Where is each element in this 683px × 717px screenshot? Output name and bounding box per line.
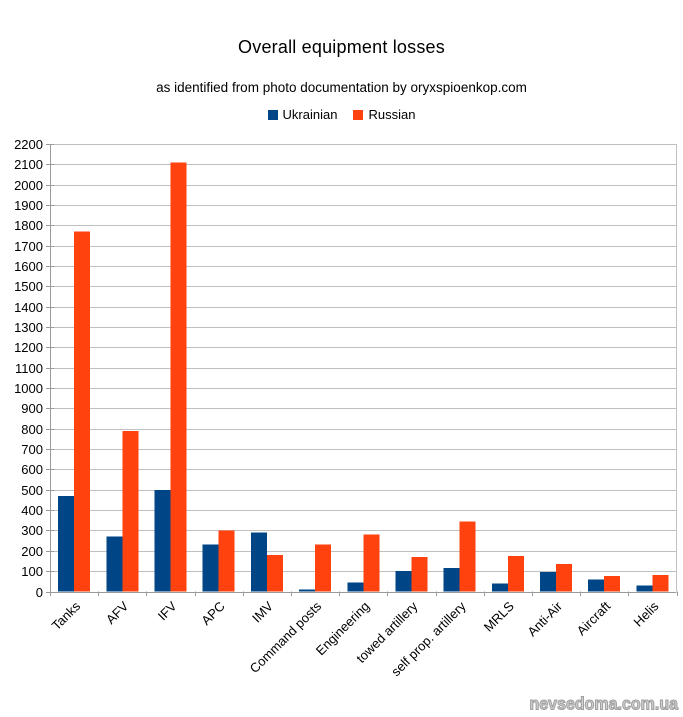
bar-russian-tanks xyxy=(74,231,91,592)
bar-ukrainian-afv xyxy=(106,536,123,592)
y-tick-label: 1900 xyxy=(14,198,43,213)
y-tick-label: 1100 xyxy=(15,361,43,376)
y-tick-label: 700 xyxy=(21,442,43,457)
bar-ukrainian-command-posts xyxy=(299,589,316,592)
bar-ukrainian-imv xyxy=(250,532,267,592)
bar-russian-apc xyxy=(218,530,235,592)
y-tick-label: 1400 xyxy=(14,300,43,315)
y-tick-label: 400 xyxy=(21,503,43,518)
x-axis-label-imv: IMV xyxy=(249,598,276,625)
y-tick-label: 900 xyxy=(21,401,43,416)
bar-russian-self-prop-artillery xyxy=(459,521,476,592)
x-axis-label-ifv: IFV xyxy=(155,598,180,623)
y-tick-label: 2000 xyxy=(14,178,43,193)
y-tick-label: 2200 xyxy=(14,137,43,152)
bar-ukrainian-towed-artillery xyxy=(395,571,412,592)
y-tick-label: 500 xyxy=(21,483,43,498)
bar-ukrainian-self-prop-artillery xyxy=(443,568,460,592)
y-tick-label: 1000 xyxy=(14,381,43,396)
bar-russian-ifv xyxy=(170,162,187,592)
bar-ukrainian-apc xyxy=(202,544,219,592)
chart-title: Overall equipment losses xyxy=(238,37,445,57)
y-tick-label: 1800 xyxy=(14,218,43,233)
legend-label-ukrainian: Ukrainian xyxy=(282,107,338,122)
bar-ukrainian-aircraft xyxy=(588,579,605,592)
y-tick-label: 2100 xyxy=(14,157,43,172)
bar-ukrainian-tanks xyxy=(58,495,75,592)
bar-ukrainian-mrls xyxy=(491,583,508,592)
ukrainian-swatch-icon xyxy=(267,109,278,120)
bar-russian-anti-air xyxy=(556,564,572,592)
y-tick-label: 800 xyxy=(21,422,43,437)
y-tick-label: 1300 xyxy=(14,320,43,335)
bar-ukrainian-helis xyxy=(636,585,653,592)
bar-ukrainian-anti-air xyxy=(540,572,556,592)
bar-russian-engineering xyxy=(363,534,380,592)
legend-item-ukrainian: Ukrainian xyxy=(267,107,338,122)
bar-russian-helis xyxy=(652,575,669,592)
legend-item-russian: Russian xyxy=(353,107,415,122)
x-axis-label-apc: APC xyxy=(198,599,228,629)
bar-ukrainian-engineering xyxy=(347,582,364,592)
chart-subtitle: as identified from photo documentation b… xyxy=(156,80,527,95)
x-axis-label-tanks: Tanks xyxy=(49,598,84,633)
bar-russian-command-posts xyxy=(315,544,332,592)
bar-ukrainian-ifv xyxy=(154,489,171,592)
watermark: nevsedoma.com.ua xyxy=(529,695,678,714)
x-axis-label-mrls: MRLS xyxy=(481,598,517,634)
y-tick-label: 1700 xyxy=(14,239,43,254)
x-axis-label-helis: Helis xyxy=(630,598,661,629)
y-tick-label: 1600 xyxy=(14,259,43,274)
legend: Ukrainian Russian xyxy=(0,107,683,122)
bar-russian-aircraft xyxy=(604,576,621,592)
y-tick-label: 600 xyxy=(21,462,43,477)
y-tick-label: 1200 xyxy=(14,340,43,355)
bar-russian-towed-artillery xyxy=(411,556,428,592)
bar-russian-imv xyxy=(266,554,283,592)
y-tick-label: 0 xyxy=(36,585,43,600)
x-axis-label-aircraft: Aircraft xyxy=(574,598,614,638)
y-tick-label: 1500 xyxy=(14,279,43,294)
bar-russian-afv xyxy=(122,430,139,592)
y-tick-label: 300 xyxy=(21,523,43,538)
russian-swatch-icon xyxy=(353,109,364,120)
legend-label-russian: Russian xyxy=(368,107,416,122)
x-axis-label-afv: AFV xyxy=(103,598,132,627)
bar-russian-mrls xyxy=(507,555,524,592)
y-tick-label: 100 xyxy=(21,564,43,579)
x-axis-label-anti-air: Anti-Air xyxy=(524,598,565,639)
y-tick-label: 200 xyxy=(21,544,43,559)
